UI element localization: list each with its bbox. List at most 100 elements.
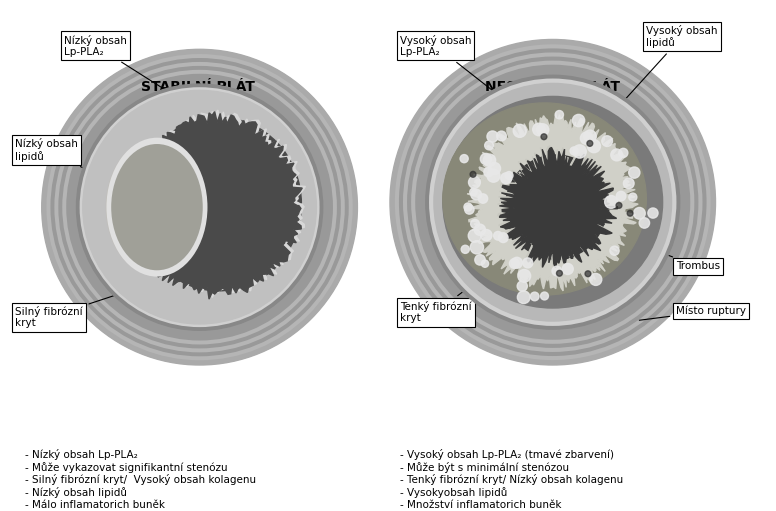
Circle shape	[137, 229, 149, 242]
Circle shape	[162, 207, 168, 213]
Circle shape	[483, 154, 496, 167]
Circle shape	[51, 59, 348, 356]
Circle shape	[488, 162, 501, 175]
Circle shape	[168, 254, 172, 259]
Circle shape	[480, 229, 492, 241]
Circle shape	[407, 57, 698, 348]
Text: Vysoký obsah
lipidů: Vysoký obsah lipidů	[618, 25, 718, 106]
Circle shape	[464, 203, 472, 211]
Circle shape	[468, 229, 481, 242]
Circle shape	[552, 266, 562, 276]
Circle shape	[83, 90, 317, 324]
Ellipse shape	[114, 153, 196, 267]
Circle shape	[164, 203, 169, 208]
Ellipse shape	[520, 186, 582, 245]
Circle shape	[517, 281, 528, 291]
Circle shape	[426, 75, 680, 329]
Circle shape	[587, 140, 601, 153]
Text: Silný fibrózní
kryt: Silný fibrózní kryt	[15, 277, 170, 329]
Circle shape	[50, 57, 350, 357]
Circle shape	[161, 175, 175, 189]
Text: - Množství inflamatorich buněk: - Množství inflamatorich buněk	[400, 500, 561, 510]
Circle shape	[171, 189, 183, 200]
Circle shape	[605, 196, 618, 208]
Circle shape	[157, 248, 161, 252]
Circle shape	[173, 170, 177, 173]
Circle shape	[390, 39, 715, 365]
Ellipse shape	[106, 137, 207, 276]
Text: Vysoký obsah
Lp-PLA₂: Vysoký obsah Lp-PLA₂	[400, 35, 526, 117]
Circle shape	[523, 258, 533, 268]
Circle shape	[139, 231, 144, 237]
Circle shape	[175, 205, 185, 216]
Circle shape	[541, 292, 549, 300]
Circle shape	[161, 188, 166, 193]
Circle shape	[80, 87, 320, 327]
Ellipse shape	[443, 103, 646, 295]
Circle shape	[47, 54, 352, 360]
Circle shape	[161, 159, 166, 164]
Circle shape	[155, 228, 160, 232]
Polygon shape	[467, 113, 638, 291]
Circle shape	[147, 192, 150, 195]
Circle shape	[470, 219, 480, 228]
Circle shape	[53, 61, 346, 354]
Circle shape	[509, 259, 519, 268]
Circle shape	[470, 241, 483, 254]
Circle shape	[610, 246, 619, 256]
Polygon shape	[127, 112, 303, 299]
Circle shape	[497, 131, 506, 141]
Circle shape	[43, 51, 355, 363]
Circle shape	[139, 249, 150, 260]
Circle shape	[498, 233, 508, 243]
Circle shape	[611, 149, 622, 161]
Circle shape	[178, 207, 182, 212]
Circle shape	[395, 44, 711, 360]
Circle shape	[556, 270, 563, 276]
Circle shape	[403, 53, 702, 352]
Circle shape	[165, 251, 178, 264]
Circle shape	[639, 218, 650, 228]
Circle shape	[485, 141, 494, 150]
Circle shape	[146, 153, 159, 167]
Circle shape	[584, 130, 596, 143]
Circle shape	[616, 191, 625, 201]
Circle shape	[134, 162, 145, 173]
Text: - Vysoký obsah Lp-PLA₂ (tmavé zbarvení): - Vysoký obsah Lp-PLA₂ (tmavé zbarvení)	[400, 449, 614, 460]
Circle shape	[150, 220, 155, 226]
Circle shape	[470, 171, 476, 177]
Text: - Málo inflamatorich buněk: - Málo inflamatorich buněk	[25, 500, 165, 510]
Circle shape	[633, 207, 645, 219]
Circle shape	[42, 50, 358, 365]
Text: - Vysokyobsah lipidů: - Vysokyobsah lipidů	[400, 487, 508, 498]
Circle shape	[474, 224, 486, 236]
Circle shape	[487, 131, 498, 142]
Circle shape	[50, 58, 348, 356]
Circle shape	[429, 79, 677, 326]
Text: - Nízký obsah lipidů: - Nízký obsah lipidů	[25, 487, 127, 498]
Circle shape	[587, 141, 593, 146]
Circle shape	[480, 153, 491, 165]
Circle shape	[415, 65, 691, 340]
Circle shape	[159, 157, 171, 169]
Ellipse shape	[505, 155, 607, 259]
Circle shape	[148, 156, 154, 161]
Circle shape	[165, 178, 169, 183]
Circle shape	[541, 134, 547, 140]
Circle shape	[471, 189, 481, 200]
Text: Nízký obsah
lipidů: Nízký obsah lipidů	[15, 138, 151, 201]
Circle shape	[461, 245, 469, 253]
Circle shape	[555, 110, 563, 119]
Circle shape	[58, 66, 341, 349]
Circle shape	[144, 190, 154, 199]
Text: STABILNÍ PLÁT: STABILNÍ PLÁT	[140, 80, 255, 94]
Circle shape	[469, 176, 480, 188]
Circle shape	[148, 175, 154, 180]
Circle shape	[141, 251, 145, 256]
Circle shape	[132, 184, 141, 193]
Polygon shape	[130, 110, 306, 297]
Polygon shape	[497, 146, 616, 266]
Circle shape	[627, 211, 633, 216]
Circle shape	[66, 74, 333, 340]
Circle shape	[537, 124, 549, 136]
